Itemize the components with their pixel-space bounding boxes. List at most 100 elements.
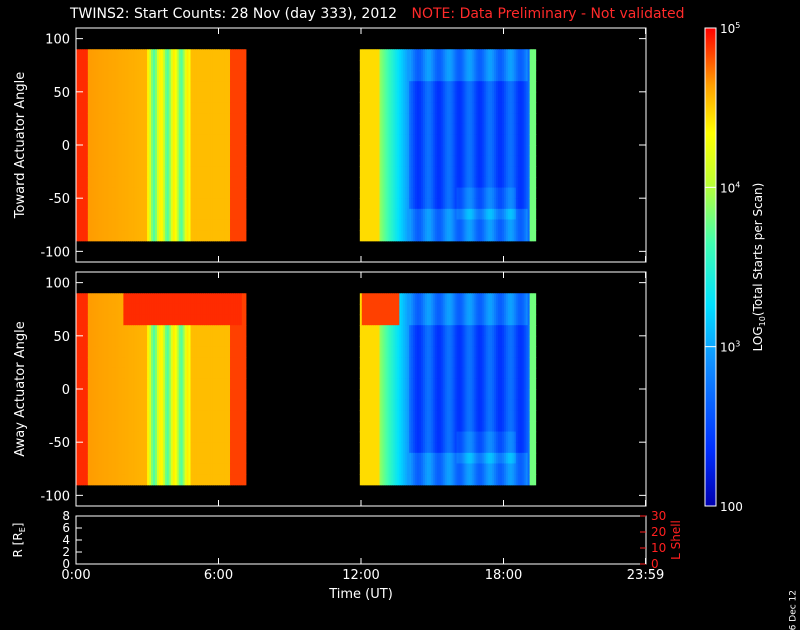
heat-cell (154, 219, 158, 231)
heat-cell (476, 208, 479, 221)
heat-cell (129, 293, 132, 305)
heat-cell (164, 399, 168, 411)
heat-cell (385, 49, 389, 61)
heat-cell (125, 219, 128, 231)
heat-cell (101, 49, 105, 61)
heat-cell (178, 155, 182, 167)
heat-cell (424, 91, 428, 104)
heat-cell (139, 219, 142, 231)
heat-cell (186, 410, 190, 422)
heat-cell (468, 187, 471, 199)
heat-cell (121, 70, 124, 82)
heat-cell (208, 187, 211, 199)
heat-cell (407, 187, 410, 199)
heat-cell (194, 145, 198, 157)
heat-cell (158, 474, 162, 486)
heat-cell (216, 442, 219, 454)
heat-cell (239, 452, 243, 465)
heat-cell (139, 166, 142, 178)
heat-cell (115, 113, 119, 125)
heat-cell (450, 230, 454, 242)
heat-cell (367, 176, 371, 189)
heat-cell (235, 145, 239, 157)
heat-cell (196, 187, 200, 199)
heat-cell (151, 187, 154, 199)
heat-cell (76, 357, 79, 369)
heat-cell (212, 378, 215, 390)
heat-cell (456, 145, 460, 157)
heat-cell (377, 176, 381, 189)
heat-cell (501, 59, 505, 72)
heat-cell (166, 123, 170, 135)
heat-cell (200, 303, 203, 316)
heat-cell (145, 346, 148, 358)
heat-cell (521, 166, 525, 178)
heat-cell (361, 134, 365, 146)
heat-cell (454, 49, 458, 61)
heat-cell (135, 134, 138, 146)
heat-cell (488, 230, 491, 242)
heat-cell (115, 389, 119, 401)
heat-cell (517, 49, 521, 61)
heat-cell (237, 59, 241, 72)
heat-cell (91, 420, 95, 433)
heat-cell (486, 134, 489, 146)
heat-cell (76, 399, 79, 411)
heat-cell (206, 293, 209, 305)
heat-cell (190, 325, 194, 337)
heat-cell (525, 91, 529, 104)
heat-cell (397, 123, 400, 135)
heat-cell (192, 367, 196, 379)
heat-cell (139, 325, 142, 337)
heat-cell (237, 303, 241, 316)
heat-cell (160, 463, 164, 475)
heat-cell (243, 187, 247, 199)
heat-cell (222, 335, 225, 348)
heat-cell (85, 81, 89, 93)
heat-cell (210, 463, 213, 475)
heat-cell (486, 219, 489, 231)
heat-cell (387, 420, 391, 433)
heat-cell (101, 166, 105, 178)
heat-cell (220, 325, 223, 337)
heat-cell (243, 176, 247, 189)
heat-cell (448, 113, 452, 125)
heat-cell (97, 219, 101, 231)
heat-cell (119, 145, 123, 157)
heat-cell (214, 431, 217, 443)
heat-cell (107, 134, 111, 146)
heat-cell (389, 155, 392, 167)
heat-cell (99, 389, 103, 401)
heat-cell (371, 91, 375, 104)
heat-cell (529, 219, 533, 231)
heat-cell (226, 198, 229, 210)
heat-cell (154, 357, 158, 369)
heat-cell (93, 91, 97, 104)
heat-cell (105, 378, 109, 390)
heat-cell (486, 176, 489, 189)
heat-cell (381, 367, 385, 379)
heat-cell (216, 187, 219, 199)
heat-cell (133, 187, 136, 199)
heat-cell (204, 346, 207, 358)
heat-cell (170, 452, 174, 465)
heat-cell (417, 176, 420, 189)
heat-cell (371, 81, 375, 93)
heat-cell (200, 325, 203, 337)
heat-cell (220, 346, 223, 358)
heat-cell (83, 335, 87, 348)
heat-cell (204, 187, 207, 199)
heat-cell (222, 325, 225, 337)
heat-cell (222, 134, 225, 146)
heat-cell (208, 420, 211, 433)
heat-cell (432, 155, 436, 167)
heat-cell (119, 59, 123, 72)
heat-cell (432, 176, 436, 189)
heat-cell (149, 166, 152, 178)
heat-cell (359, 113, 363, 125)
heat-cell (172, 91, 176, 104)
heat-cell (212, 134, 215, 146)
heat-cell (389, 357, 392, 369)
heat-cell (172, 346, 176, 358)
heat-cell (111, 166, 115, 178)
